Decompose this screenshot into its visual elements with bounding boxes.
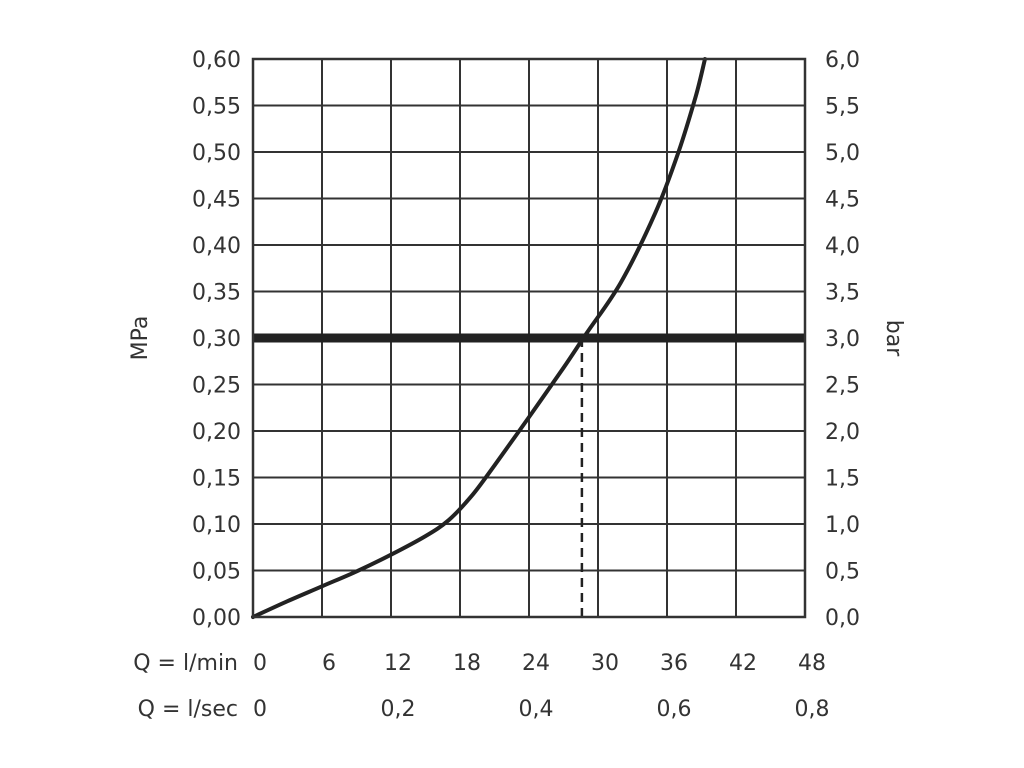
left-tick-label: 0,45 (192, 188, 241, 213)
series-line (251, 57, 707, 619)
x-tick-label: 42 (729, 651, 757, 676)
right-tick-label: 5,0 (825, 141, 860, 166)
left-tick-label: 0,40 (192, 234, 241, 259)
right-tick-label: 3,5 (825, 281, 860, 306)
right-tick-label: 1,0 (825, 513, 860, 538)
x-axis-row-label: Q = l/sec (138, 697, 238, 722)
left-tick-label: 0,30 (192, 327, 241, 352)
x-tick-label: 0 (253, 697, 267, 722)
x-tick-label: 12 (384, 651, 412, 676)
right-tick-label: 4,0 (825, 234, 860, 259)
right-axis-title: bar (881, 320, 906, 357)
left-tick-label: 0,10 (192, 513, 241, 538)
x-tick-label: 48 (798, 651, 826, 676)
x-tick-label: 0,6 (657, 697, 692, 722)
right-tick-label: 6,0 (825, 48, 860, 73)
series-group (251, 57, 707, 619)
left-tick-label: 0,05 (192, 560, 241, 585)
left-tick-label: 0,00 (192, 606, 241, 631)
right-tick-label: 2,0 (825, 420, 860, 445)
x-tick-label: 0 (253, 651, 267, 676)
left-axis-ticks: 0,00 0,05 0,10 0,15 0,20 0,25 0,30 0,35 0,40 0,45… (192, 48, 241, 631)
right-tick-label: 0,0 (825, 606, 860, 631)
right-tick-label: 2,5 (825, 374, 860, 399)
right-tick-label: 5,5 (825, 95, 860, 120)
right-axis-ticks: 0,0 0,5 1,0 1,5 2,0 2,5 3,0 3,5 4,0 4,5 5,0 5,5 6,0 (825, 48, 860, 631)
x-tick-label: 0,4 (519, 697, 554, 722)
x-tick-label: 0,2 (381, 697, 416, 722)
right-tick-label: 1,5 (825, 467, 860, 492)
left-tick-label: 0,15 (192, 467, 241, 492)
left-tick-label: 0,50 (192, 141, 241, 166)
plot-frame-group (251, 57, 807, 619)
x-tick-label: 30 (591, 651, 619, 676)
left-tick-label: 0,20 (192, 420, 241, 445)
x-tick-label: 0,8 (795, 697, 830, 722)
left-tick-label: 0,25 (192, 374, 241, 399)
left-axis-title: MPa (128, 316, 153, 361)
x-tick-label: 6 (322, 651, 336, 676)
x-tick-label: 18 (453, 651, 481, 676)
right-tick-label: 0,5 (825, 560, 860, 585)
x-axis-ticks: Q = l/min 0 6 12 18 24 30 36 42 48 Q = l/sec 0 0,2 0,… (133, 651, 829, 722)
left-tick-label: 0,35 (192, 281, 241, 306)
x-tick-label: 24 (522, 651, 550, 676)
right-tick-label: 4,5 (825, 188, 860, 213)
x-tick-label: 36 (660, 651, 688, 676)
right-tick-label: 3,0 (825, 327, 860, 352)
plot-frame (251, 57, 807, 619)
x-axis-row-label: Q = l/min (133, 651, 238, 676)
left-tick-label: 0,55 (192, 95, 241, 120)
left-tick-label: 0,60 (192, 48, 241, 73)
